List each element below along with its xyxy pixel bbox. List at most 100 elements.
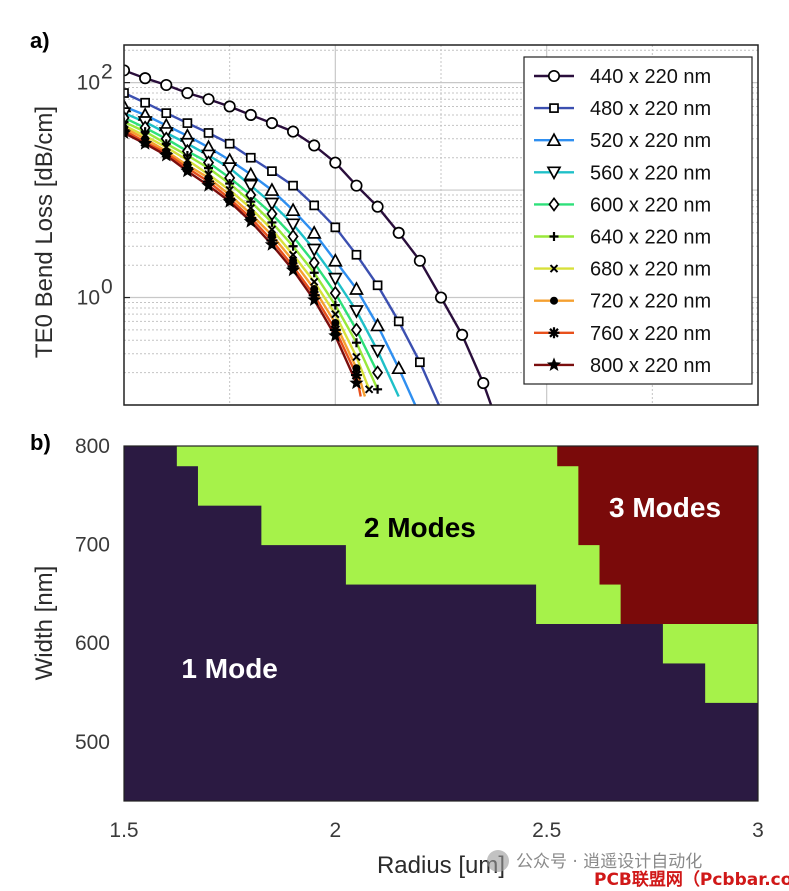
legend-label: 560 x 220 nm [590, 162, 711, 184]
data-point [138, 136, 153, 150]
panel-a-frame [123, 44, 759, 406]
data-point [202, 93, 215, 106]
data-point [393, 316, 404, 327]
data-point [330, 222, 341, 233]
data-point [372, 365, 384, 381]
data-point [267, 166, 277, 177]
region-2-modes [705, 662, 758, 703]
data-point [328, 328, 343, 342]
data-point [222, 194, 237, 208]
data-point [310, 285, 319, 294]
legend-entry: 480 x 220 nm [534, 98, 711, 120]
data-point [288, 241, 298, 251]
data-point [160, 78, 173, 92]
data-point [285, 202, 301, 217]
data-point [549, 103, 559, 113]
panel-a-y-axis-label: TE0 Bend Loss [dB/cm] [31, 106, 58, 358]
data-point [546, 166, 562, 181]
wechat-icon [487, 850, 509, 872]
series-markers-520 [124, 98, 407, 375]
data-point [351, 338, 361, 348]
panel-b-x-axis-label: Radius [um] [377, 852, 505, 879]
data-point [350, 179, 363, 192]
series-markers [124, 64, 490, 394]
data-point [331, 309, 340, 319]
data-point [352, 352, 361, 362]
legend-entry: 520 x 220 nm [534, 130, 711, 152]
data-point [159, 147, 174, 162]
legend-entry: 800 x 220 nm [534, 355, 711, 377]
data-point [327, 252, 343, 267]
data-point [288, 180, 298, 191]
data-point [245, 152, 256, 163]
data-point [329, 285, 341, 301]
data-point [546, 357, 562, 371]
region-3-modes [620, 584, 758, 624]
y-tick-label: 700 [75, 534, 110, 557]
data-point [372, 280, 383, 291]
y-tick-label: 500 [75, 731, 110, 754]
y-tick-exponent: 2 [101, 61, 113, 84]
data-point [267, 217, 277, 227]
data-point [287, 125, 300, 138]
data-point [181, 86, 194, 100]
legend-entry: 720 x 220 nm [534, 291, 711, 313]
data-point [364, 385, 374, 394]
panel-a-legend: 440 x 220 nm 480 x 220 nm 520 x 220 nm 560 … [523, 56, 753, 385]
data-point [265, 117, 278, 130]
region-label-2: 2 Modes [364, 512, 476, 543]
data-point [285, 262, 301, 277]
panel-a-series-group [124, 64, 493, 405]
data-point [415, 357, 425, 368]
data-point [546, 132, 562, 147]
data-point [264, 237, 280, 251]
data-point [308, 139, 321, 152]
watermark-site-text: PCB联盟网（Pcbbar.com） [594, 869, 789, 890]
watermark-wechat-text: 公众号 · 逍遥设计自动化 [516, 852, 702, 872]
series-markers-600 [124, 110, 384, 381]
data-point [161, 108, 172, 118]
data-point [549, 264, 559, 273]
panel-a-label: a) [30, 28, 50, 53]
panel-b-region-labels: 1 Mode 2 Modes 3 Modes [181, 492, 721, 684]
legend-label: 800 x 220 nm [590, 355, 711, 377]
region-3-modes [599, 544, 758, 585]
data-point [224, 138, 235, 149]
data-point [264, 182, 280, 196]
data-point [327, 272, 343, 287]
data-point [373, 384, 383, 394]
watermark: 公众号 · 逍遥设计自动化 PCB联盟网（Pcbbar.com） [487, 850, 789, 890]
data-point [456, 328, 469, 341]
data-point [243, 214, 258, 228]
data-point [264, 197, 280, 212]
legend-label: 760 x 220 nm [590, 323, 711, 345]
data-point [204, 163, 214, 173]
y-tick-label: 600 [75, 632, 110, 655]
panel-b-y-axis-label: Width [nm] [31, 566, 58, 681]
x-tick-label: 1.5 [109, 819, 138, 842]
legend-label: 480 x 220 nm [590, 98, 711, 120]
panel-b-label: b) [30, 430, 51, 455]
data-point [550, 296, 558, 305]
data-point [306, 243, 322, 258]
data-point [548, 327, 560, 339]
data-point [351, 249, 362, 260]
data-point [246, 197, 256, 207]
data-point [349, 281, 364, 295]
data-point [140, 97, 150, 108]
data-point [285, 218, 301, 233]
data-point [349, 305, 364, 319]
data-point [352, 364, 361, 373]
region-label-3: 3 Modes [609, 492, 721, 523]
data-point [349, 375, 364, 390]
data-point [350, 369, 362, 381]
data-point [203, 128, 214, 138]
data-point [139, 72, 152, 85]
legend-label: 600 x 220 nm [590, 194, 711, 216]
panel-b-tick-labels: 500 600 700 800 1.5 2 2.5 3 [75, 435, 764, 842]
x-tick-label: 3 [752, 819, 764, 842]
data-point [124, 110, 130, 126]
data-point [222, 162, 238, 176]
